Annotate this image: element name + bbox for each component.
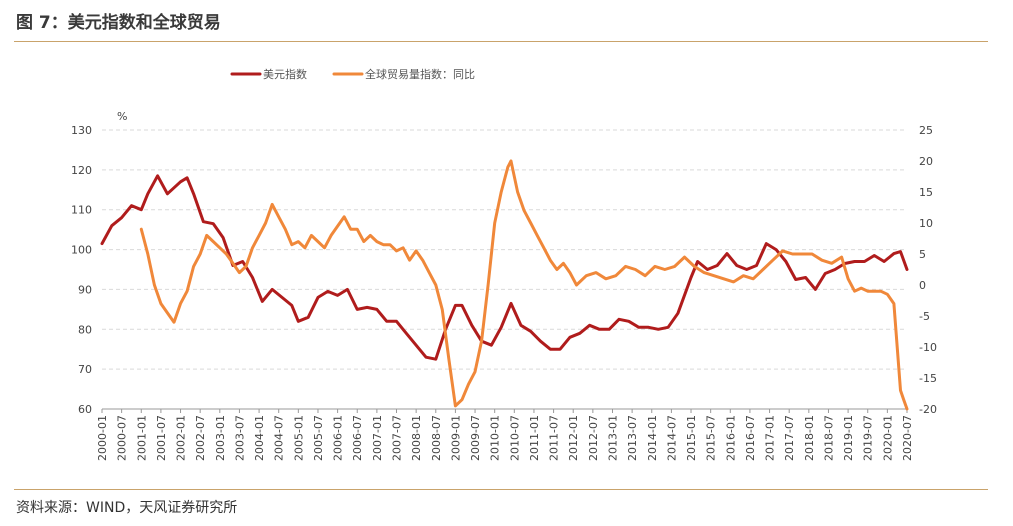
x-tick-label: 2010-01 xyxy=(489,415,502,461)
x-tick-label: 2016-07 xyxy=(744,415,757,461)
x-tick-label: 2011-01 xyxy=(528,415,541,461)
x-tick-label: 2005-07 xyxy=(312,415,325,461)
x-tick-label: 2019-01 xyxy=(842,415,855,461)
x-tick-label: 2006-01 xyxy=(332,415,345,461)
y-left-tick-label: 100 xyxy=(71,244,92,257)
x-tick-label: 2016-01 xyxy=(724,415,737,461)
page-title: 图 7：美元指数和全球贸易 xyxy=(16,13,221,33)
y-unit-label: % xyxy=(117,110,127,123)
x-tick-label: 2008-01 xyxy=(410,415,423,461)
x-tick-label: 2014-01 xyxy=(646,415,659,461)
x-tick-label: 2001-01 xyxy=(135,415,148,461)
y-left-tick-label: 110 xyxy=(71,204,92,217)
footer-divider xyxy=(14,489,988,490)
usd-index-line xyxy=(100,174,909,361)
y-left-tick-label: 70 xyxy=(78,363,92,376)
series-lines xyxy=(100,159,909,411)
x-tick-label: 2008-07 xyxy=(430,415,443,461)
axes: 60708090100110120130-20-15-10-5051015202… xyxy=(71,110,937,461)
y-right-tick-label: -5 xyxy=(919,310,930,323)
title-divider xyxy=(14,41,988,42)
y-right-tick-label: 0 xyxy=(919,279,926,292)
x-tick-label: 2018-01 xyxy=(803,415,816,461)
x-tick-label: 2001-07 xyxy=(155,415,168,461)
y-right-tick-label: 15 xyxy=(919,186,933,199)
x-tick-label: 2007-07 xyxy=(391,415,404,461)
x-tick-label: 2020-01 xyxy=(881,415,894,461)
grid-lines xyxy=(102,129,907,370)
legend: 美元指数 全球贸易量指数：同比 xyxy=(230,67,475,81)
y-right-tick-label: -10 xyxy=(919,341,937,354)
y-right-tick-label: -20 xyxy=(919,403,937,416)
y-left-tick-label: 60 xyxy=(78,403,92,416)
y-right-tick-label: 20 xyxy=(919,155,933,168)
x-tick-label: 2002-07 xyxy=(194,415,207,461)
x-tick-label: 2003-07 xyxy=(233,415,246,461)
x-tick-label: 2012-01 xyxy=(567,415,580,461)
x-tick-label: 2005-01 xyxy=(292,415,305,461)
x-tick-label: 2004-07 xyxy=(273,415,286,461)
x-tick-label: 2002-01 xyxy=(175,415,188,461)
x-tick-label: 2009-07 xyxy=(469,415,482,461)
trade-volume-yoy-line xyxy=(139,159,909,411)
x-tick-label: 2000-01 xyxy=(96,415,109,461)
x-tick-label: 2003-01 xyxy=(214,415,227,461)
x-tick-label: 2013-01 xyxy=(606,415,619,461)
source-note: 资料来源：WIND，天风证券研究所 xyxy=(16,500,238,516)
x-tick-label: 2012-07 xyxy=(587,415,600,461)
x-tick-label: 2013-07 xyxy=(626,415,639,461)
legend-label-usd: 美元指数 xyxy=(263,67,307,81)
x-tick-label: 2007-01 xyxy=(371,415,384,461)
x-tick-label: 2019-07 xyxy=(862,415,875,461)
x-tick-label: 2006-07 xyxy=(351,415,364,461)
x-tick-label: 2010-07 xyxy=(508,415,521,461)
x-tick-label: 2009-01 xyxy=(449,415,462,461)
x-tick-label: 2000-07 xyxy=(116,415,129,461)
x-tick-label: 2020-07 xyxy=(901,415,914,461)
x-tick-label: 2017-07 xyxy=(783,415,796,461)
y-right-tick-label: 5 xyxy=(919,248,926,261)
x-tick-label: 2011-07 xyxy=(548,415,561,461)
y-left-tick-label: 90 xyxy=(78,283,92,296)
x-tick-label: 2014-07 xyxy=(665,415,678,461)
x-tick-label: 2015-07 xyxy=(705,415,718,461)
y-left-tick-label: 120 xyxy=(71,164,92,177)
legend-label-trade: 全球贸易量指数：同比 xyxy=(365,67,475,81)
y-right-tick-label: 10 xyxy=(919,217,933,230)
x-tick-label: 2015-01 xyxy=(685,415,698,461)
x-tick-label: 2018-07 xyxy=(822,415,835,461)
y-left-tick-label: 80 xyxy=(78,323,92,336)
x-tick-label: 2004-01 xyxy=(253,415,266,461)
y-left-tick-label: 130 xyxy=(71,124,92,137)
y-right-tick-label: -15 xyxy=(919,372,937,385)
y-right-tick-label: 25 xyxy=(919,124,933,137)
x-tick-label: 2017-01 xyxy=(764,415,777,461)
